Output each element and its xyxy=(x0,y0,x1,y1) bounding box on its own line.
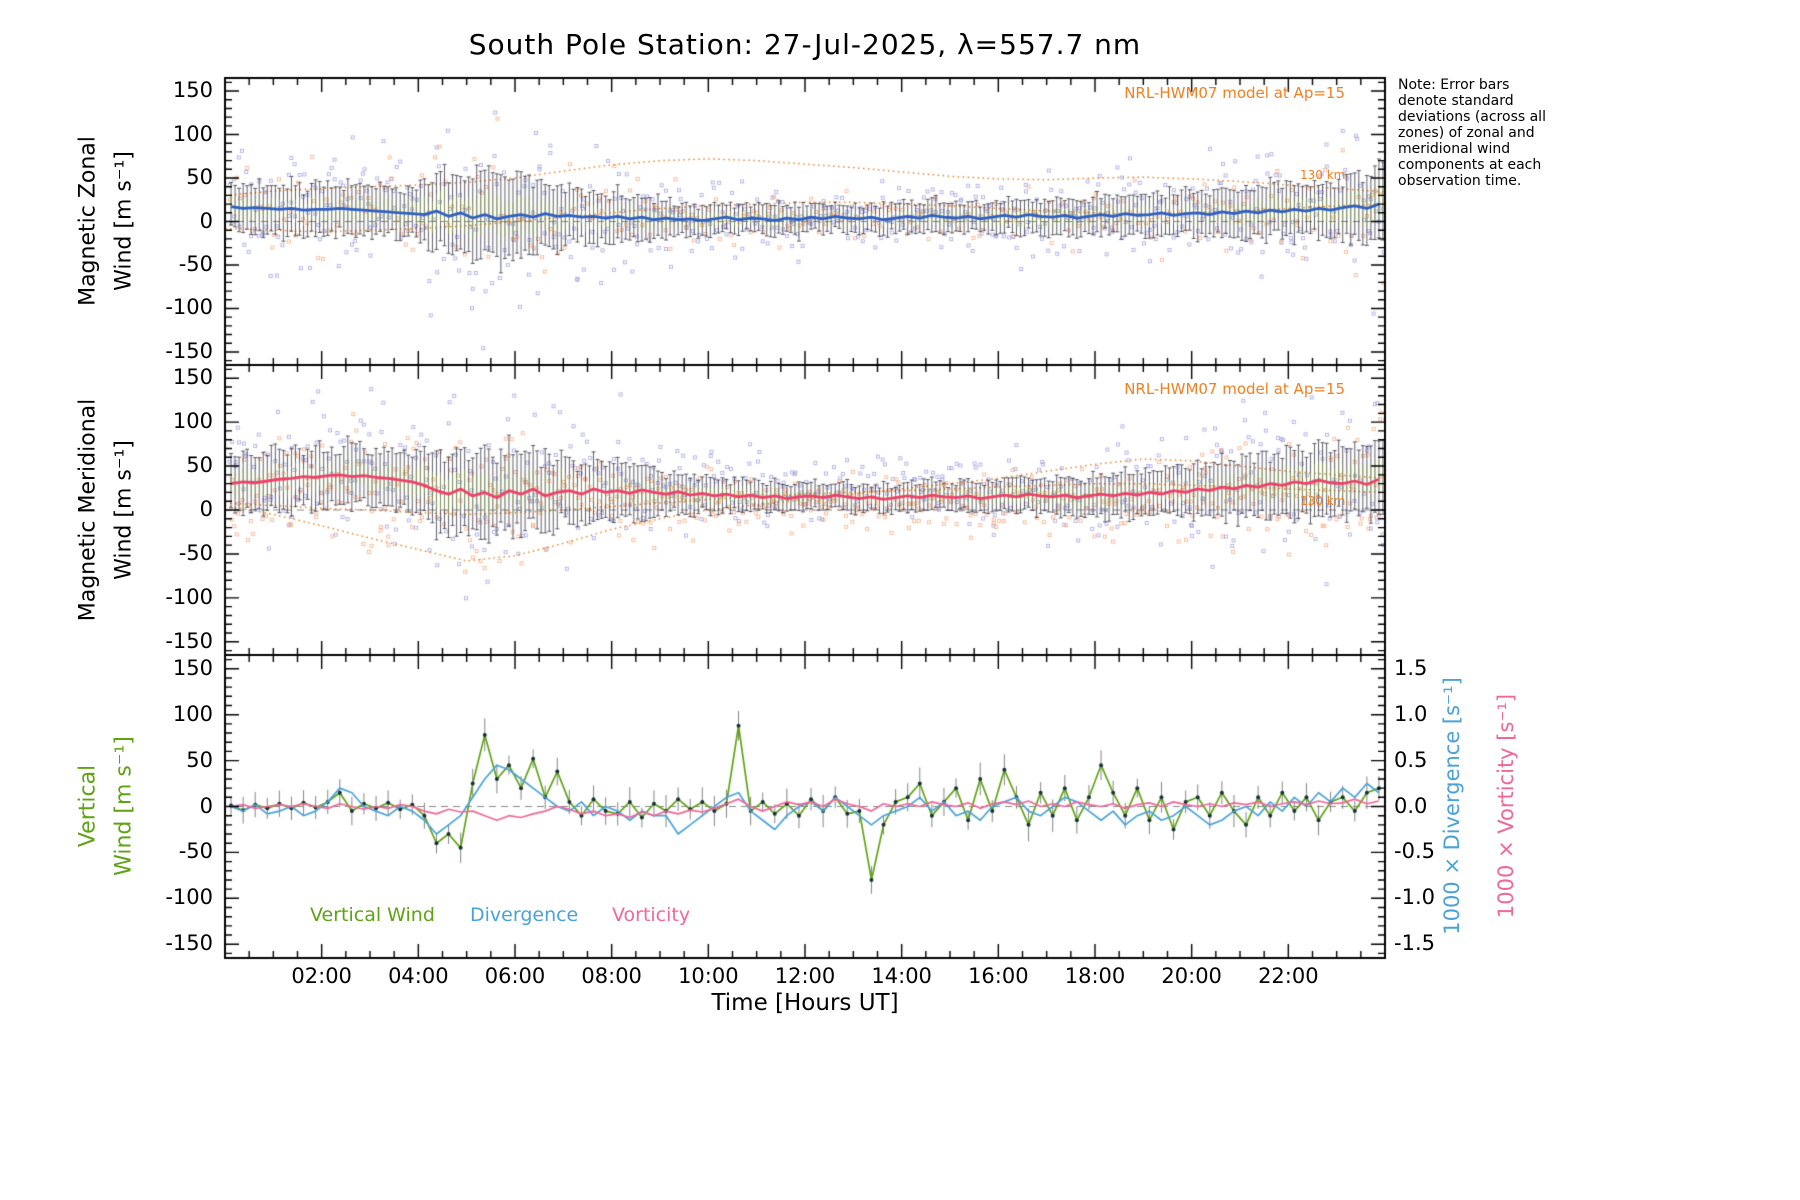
altitude-label-zonal: 130 km xyxy=(1300,168,1346,182)
y-axis-title-zonal-1: Magnetic Zonal xyxy=(75,136,101,306)
y-tick-label: -50 xyxy=(178,251,213,276)
x-tick-label: 10:00 xyxy=(678,964,739,988)
chart-title: South Pole Station: 27-Jul-2025, λ=557.7… xyxy=(468,28,1142,61)
legend-vorticity: Vorticity xyxy=(612,904,691,926)
y-axis-title-meridional-2: Wind [m s⁻¹] xyxy=(111,440,137,580)
y-tick-label: 150 xyxy=(172,78,213,103)
x-tick-label: 04:00 xyxy=(388,964,449,988)
x-tick-label: 20:00 xyxy=(1161,964,1222,988)
y-tick-label: 50 xyxy=(186,453,213,478)
x-tick-label: 18:00 xyxy=(1064,964,1126,988)
y-tick-label: 150 xyxy=(172,655,213,680)
model-annotation-zonal: NRL-HWM07 model at Ap=15 xyxy=(1124,84,1345,102)
y-tick-label: 50 xyxy=(186,747,213,772)
y-tick-label: -150 xyxy=(165,931,213,956)
y-axis-title-zonal-2: Wind [m s⁻¹] xyxy=(111,151,137,291)
model-annotation-meridional: NRL-HWM07 model at Ap=15 xyxy=(1124,380,1345,398)
y-tick-label: 50 xyxy=(186,165,213,189)
right-tick-label: 0.5 xyxy=(1394,747,1428,772)
right-tick-label: -1.5 xyxy=(1394,931,1435,956)
right-tick-label: -1.0 xyxy=(1394,885,1435,910)
x-tick-label: 14:00 xyxy=(871,964,932,988)
y-tick-label: -100 xyxy=(165,295,213,320)
y-axis-title-vertical-2: Wind [m s⁻¹] xyxy=(111,736,137,876)
y-tick-label: -50 xyxy=(178,839,213,864)
y-tick-label: -100 xyxy=(165,885,213,910)
y-tick-label: -100 xyxy=(165,584,213,609)
y-tick-label: -50 xyxy=(178,540,213,565)
y-tick-label: 0 xyxy=(199,497,213,521)
x-tick-label: 08:00 xyxy=(581,964,642,988)
y-tick-label: -150 xyxy=(165,628,213,653)
y-tick-label: 100 xyxy=(172,409,213,434)
x-tick-label: 22:00 xyxy=(1258,964,1319,988)
legend-divergence: Divergence xyxy=(470,904,579,926)
y-tick-label: -150 xyxy=(165,338,213,363)
x-tick-label: 06:00 xyxy=(484,964,546,988)
y-tick-label: 0 xyxy=(199,208,213,233)
right-tick-label: 0.0 xyxy=(1394,793,1428,818)
right-tick-label: 1.5 xyxy=(1394,655,1428,680)
y-tick-label: 100 xyxy=(172,701,213,726)
right-tick-label: 1.0 xyxy=(1394,701,1428,726)
altitude-label-meridional: 130 km xyxy=(1300,494,1346,508)
y-tick-label: 0 xyxy=(199,793,213,818)
right-axis-title-vorticity: 1000 × Vorticity [s⁻¹] xyxy=(1494,693,1518,919)
y-axis-title-vertical-1: Vertical xyxy=(75,764,101,848)
right-tick-label: -0.5 xyxy=(1394,839,1435,864)
y-tick-label: 150 xyxy=(172,365,213,390)
x-tick-label: 16:00 xyxy=(968,964,1029,988)
x-axis-title: Time [Hours UT] xyxy=(711,990,899,1016)
legend-vertical-wind: Vertical Wind xyxy=(310,904,435,926)
y-tick-label: 100 xyxy=(172,121,213,146)
x-tick-label: 02:00 xyxy=(291,964,352,988)
note-text: Note: Error bars denote standard deviati… xyxy=(1398,77,1546,189)
x-tick-label: 12:00 xyxy=(774,964,836,988)
y-axis-title-meridional-1: Magnetic Meridional xyxy=(75,398,101,622)
